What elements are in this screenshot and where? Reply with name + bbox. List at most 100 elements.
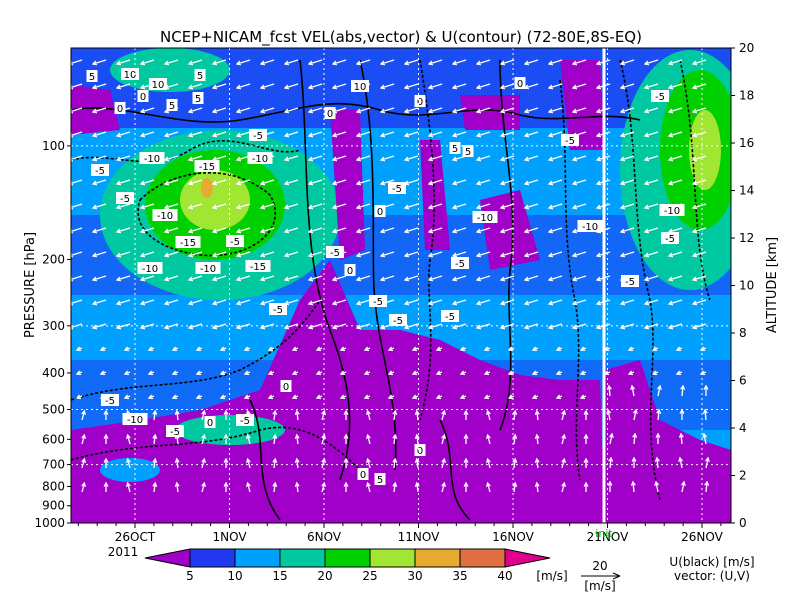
wind-vector <box>486 434 491 445</box>
wind-vector-head <box>571 204 578 210</box>
wind-vector-head <box>595 156 602 162</box>
wind-vector <box>486 410 491 421</box>
wind-vector-head <box>103 409 109 415</box>
wind-vector-head <box>91 204 98 210</box>
wind-vector-head <box>583 433 589 439</box>
wind-vector <box>284 227 299 233</box>
wind-vector <box>366 410 371 421</box>
date-tick-label: 1NOV <box>212 530 247 544</box>
contour-label: 0 <box>517 79 523 90</box>
wind-vector <box>236 275 251 281</box>
wind-vector-head <box>291 394 298 400</box>
wind-vector-head <box>246 433 251 440</box>
wind-vector <box>500 299 515 305</box>
wind-vector-head <box>608 432 614 439</box>
wind-vector <box>308 107 323 113</box>
wind-vector <box>704 409 707 421</box>
wind-vector <box>380 155 395 161</box>
wind-vector-head <box>366 409 371 416</box>
wind-vector-head <box>283 204 290 210</box>
wind-vector-head <box>654 456 660 462</box>
contour-label-box <box>388 182 406 194</box>
wind-vector <box>452 275 467 281</box>
wind-vector-head <box>579 346 586 352</box>
wind-vector <box>513 458 516 469</box>
wind-vector-head <box>283 180 290 186</box>
contour-label: 0 <box>117 104 123 115</box>
wind-vector-head <box>475 132 482 138</box>
wind-vector <box>644 131 659 137</box>
wind-vector <box>428 299 443 305</box>
wind-vector-head <box>441 481 446 488</box>
wind-vector-head <box>187 84 194 90</box>
wind-vector <box>668 179 683 185</box>
contour-label-box <box>449 142 461 154</box>
wind-vector <box>380 131 395 137</box>
contour-label: -10 <box>157 211 173 222</box>
wind-vector-head <box>555 370 562 376</box>
wind-vector <box>164 131 179 137</box>
wind-vector <box>536 434 539 445</box>
u-contour-line <box>71 140 301 163</box>
wind-vector-head <box>547 84 554 90</box>
contour-label-box <box>249 129 267 141</box>
contour-label-box <box>236 414 254 426</box>
wind-vector-head <box>355 180 362 186</box>
wind-vector-head <box>547 324 554 330</box>
wind-vector-head <box>619 132 626 138</box>
wind-vector-head <box>571 324 578 330</box>
wind-vector <box>380 83 395 89</box>
weak-wind-purple-streak-2 <box>420 140 450 250</box>
wind-vector-head <box>667 156 674 162</box>
wind-vector <box>668 251 683 257</box>
wind-vector <box>428 323 443 329</box>
wind-vector-head <box>392 481 398 487</box>
wind-vector <box>188 107 203 113</box>
wind-vector-head <box>307 252 314 258</box>
wind-vector-head <box>619 108 626 114</box>
wind-vector-head <box>211 252 218 258</box>
wind-vector <box>284 299 299 305</box>
wind-vector <box>668 227 683 233</box>
wind-vector <box>260 203 275 209</box>
wind-vector <box>620 83 635 89</box>
wind-vector-head <box>475 204 482 210</box>
wind-vector <box>548 179 563 185</box>
wind-vector <box>308 59 323 65</box>
wind-vector <box>273 482 276 493</box>
wind-vector <box>332 131 347 137</box>
wind-vector-head <box>187 324 194 330</box>
wind-vector <box>260 59 275 65</box>
altitude-tick-label: 10 <box>739 279 754 293</box>
wind-vector-head <box>547 180 554 186</box>
pressure-tick-label: 1000 <box>34 516 65 530</box>
wind-vector <box>201 410 206 421</box>
pressure-axis: 100 200 300 400 500 600 700 800 900 1000 <box>34 139 71 530</box>
wind-vector <box>380 179 395 185</box>
wind-vector <box>356 179 371 185</box>
wind-vector-head <box>512 481 518 487</box>
contour-label: -15 <box>250 262 266 273</box>
wind-vector <box>404 203 419 209</box>
wind-vector-head <box>171 394 178 400</box>
wind-vector-head <box>555 346 562 352</box>
wind-vector <box>428 131 443 137</box>
wind-vector-head <box>619 60 626 66</box>
wind-vector-head <box>115 276 122 282</box>
wind-vector-head <box>71 132 74 138</box>
wind-vector-head <box>451 228 458 234</box>
wind-vector <box>428 203 443 209</box>
wind-vector-head <box>523 108 530 114</box>
wind-vector-head <box>651 370 658 376</box>
wind-vector-head <box>667 300 674 306</box>
wind-vector-head <box>571 228 578 234</box>
wind-vector-head <box>307 60 314 66</box>
wind-vector-head <box>499 108 506 114</box>
contour-label-box <box>245 260 271 272</box>
pressure-tick-label: 900 <box>42 499 65 513</box>
wind-vector-head <box>667 84 674 90</box>
wind-vector <box>116 59 131 65</box>
wind-vector-head <box>579 370 586 376</box>
wind-vector <box>513 482 516 493</box>
wind-vector-head <box>187 300 194 306</box>
